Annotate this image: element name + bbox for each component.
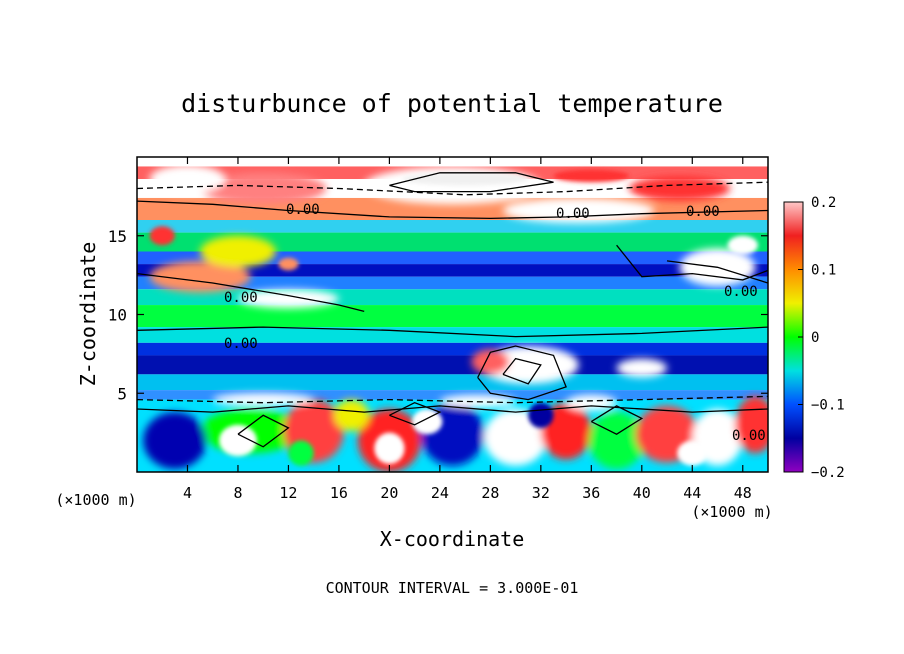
contour-label: 0.00 bbox=[224, 336, 258, 352]
field-patch bbox=[143, 412, 207, 469]
field-band bbox=[137, 374, 768, 391]
contour-line bbox=[137, 395, 768, 404]
contour-line bbox=[389, 401, 442, 426]
y-tick-label: 5 bbox=[117, 384, 127, 403]
field-patch bbox=[727, 235, 758, 255]
x-tick-label: 24 bbox=[431, 484, 449, 502]
x-tick-label: 12 bbox=[279, 484, 297, 502]
field-patch bbox=[735, 396, 768, 454]
field-patch bbox=[588, 412, 645, 469]
chart-title: disturbunce of potential temperature bbox=[181, 89, 723, 118]
colorbar-tick-label: −0.2 bbox=[811, 465, 845, 481]
field-patch bbox=[200, 235, 276, 268]
field-band bbox=[137, 232, 768, 252]
x-axis-unit: (×1000 m) bbox=[691, 503, 772, 521]
field-patch bbox=[402, 172, 529, 186]
contour-line bbox=[137, 200, 768, 220]
field-band bbox=[137, 390, 768, 400]
field-patch bbox=[553, 169, 630, 183]
field-band bbox=[137, 276, 768, 290]
x-tick-label: 16 bbox=[330, 484, 348, 502]
field-patch bbox=[219, 424, 257, 457]
field-patch bbox=[616, 358, 668, 378]
x-tick-label: 20 bbox=[380, 484, 398, 502]
y-tick-label: 10 bbox=[108, 306, 127, 325]
field-patch bbox=[540, 402, 592, 460]
contour-line bbox=[137, 181, 768, 196]
colorbar-tick-label: 0 bbox=[811, 330, 819, 346]
field-patch bbox=[149, 226, 175, 246]
field-band bbox=[137, 355, 768, 375]
x-axis: 4 8 12 16 20 24 28 32 36 40 44 48 bbox=[183, 157, 752, 502]
field-patch bbox=[237, 289, 339, 309]
y-axis-label: Z-coordinate bbox=[76, 242, 100, 387]
field-patch bbox=[200, 172, 327, 205]
field-patch bbox=[149, 164, 226, 194]
contour-line bbox=[137, 405, 768, 413]
x-tick-label: 4 bbox=[183, 484, 192, 502]
field-band bbox=[137, 220, 768, 233]
field-patch bbox=[374, 432, 405, 465]
contour-line bbox=[137, 326, 768, 338]
field-patch bbox=[288, 440, 314, 466]
field-band bbox=[137, 342, 768, 356]
field-band bbox=[137, 327, 768, 343]
field-patch bbox=[212, 393, 314, 406]
x-tick-label: 44 bbox=[683, 484, 701, 502]
contour-line bbox=[137, 272, 365, 313]
contour-line bbox=[237, 414, 290, 448]
x-tick-label: 8 bbox=[233, 484, 242, 502]
y-axis-unit: (×1000 m) bbox=[55, 491, 136, 509]
field-band bbox=[137, 157, 768, 167]
field-patch bbox=[471, 349, 510, 375]
contour-label: 0.00 bbox=[724, 284, 758, 300]
contour-label: 0.00 bbox=[286, 202, 320, 218]
colorbar: 0.2 0.1 0 −0.1 −0.2 bbox=[783, 195, 845, 481]
y-axis: 5 10 15 bbox=[108, 227, 768, 403]
x-tick-label: 32 bbox=[532, 484, 550, 502]
x-axis-label: X-coordinate bbox=[380, 527, 525, 551]
colorbar-tick-label: −0.1 bbox=[811, 398, 845, 414]
field-patch bbox=[566, 394, 617, 411]
y-tick-label: 15 bbox=[108, 227, 127, 246]
contour-line bbox=[666, 260, 768, 284]
field-band bbox=[137, 305, 768, 328]
heatmap-field bbox=[137, 157, 768, 472]
x-tick-label: 40 bbox=[633, 484, 651, 502]
contour-label: 0.00 bbox=[556, 206, 590, 222]
colorbar-tick-label: 0.1 bbox=[811, 263, 836, 279]
x-tick-label: 48 bbox=[734, 484, 752, 502]
contour-line bbox=[502, 357, 542, 385]
field-patch bbox=[629, 175, 731, 202]
contour-label: 0.00 bbox=[732, 428, 766, 444]
field-patch bbox=[333, 399, 370, 432]
field-patch bbox=[677, 440, 708, 466]
contour-label: 0.00 bbox=[224, 290, 258, 306]
contour-line bbox=[477, 345, 567, 401]
contour-line bbox=[616, 244, 768, 281]
contour-label-group: 0.00 0.00 0.00 0.00 0.00 0.00 0.00 bbox=[224, 202, 766, 444]
contour-label: 0.00 bbox=[686, 204, 720, 220]
field-patch bbox=[278, 257, 299, 271]
contour-lines bbox=[137, 172, 768, 448]
colorbar-tick-label: 0.2 bbox=[811, 195, 836, 211]
x-tick-label: 28 bbox=[481, 484, 499, 502]
field-patch bbox=[528, 402, 554, 428]
x-tick-label: 36 bbox=[582, 484, 600, 502]
contour-interval-footer: CONTOUR INTERVAL = 3.000E-01 bbox=[326, 579, 579, 597]
contour-line bbox=[590, 405, 644, 435]
contour-line bbox=[389, 172, 554, 193]
